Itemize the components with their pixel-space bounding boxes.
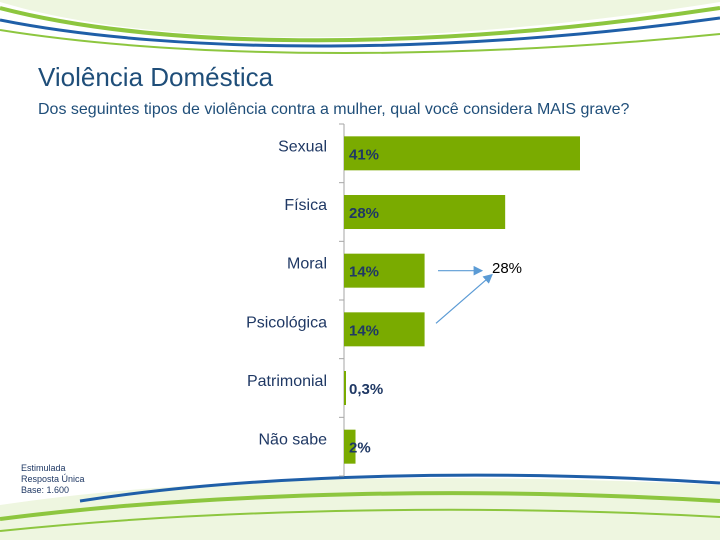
bar-3 xyxy=(344,312,425,347)
note-line: Estimulada xyxy=(21,463,66,473)
bar-0 xyxy=(344,136,580,171)
bottom-decorative-swoosh xyxy=(0,473,720,540)
category-label: Física xyxy=(284,197,327,214)
category-label: Psicológica xyxy=(246,314,327,331)
data-label: 0,3% xyxy=(349,381,383,398)
annotation-arrow xyxy=(435,273,493,324)
annotation-total-label: 28% xyxy=(492,260,522,277)
data-label: 14% xyxy=(349,264,379,281)
bar-5 xyxy=(344,429,356,464)
slide-title: Violência Doméstica xyxy=(38,62,274,92)
bar-4 xyxy=(344,371,346,405)
sample-notes: Estimulada Resposta Única Base: 1.600 xyxy=(21,463,85,496)
note-line: Base: 1.600 xyxy=(21,485,70,495)
data-label: 28% xyxy=(349,205,379,222)
category-label: Patrimonial xyxy=(247,373,327,390)
data-label: 14% xyxy=(349,322,379,339)
category-label: Moral xyxy=(287,256,327,273)
top-decorative-swoosh xyxy=(0,0,720,54)
data-label: 41% xyxy=(349,146,379,163)
slide-subtitle: Dos seguintes tipos de violência contra … xyxy=(38,101,630,118)
note-line: Resposta Única xyxy=(21,474,85,484)
bar-1 xyxy=(344,195,506,229)
data-label: 2% xyxy=(349,440,371,457)
category-label: Não sabe xyxy=(259,432,328,449)
category-label: Sexual xyxy=(278,138,327,155)
bar-2 xyxy=(344,253,425,288)
